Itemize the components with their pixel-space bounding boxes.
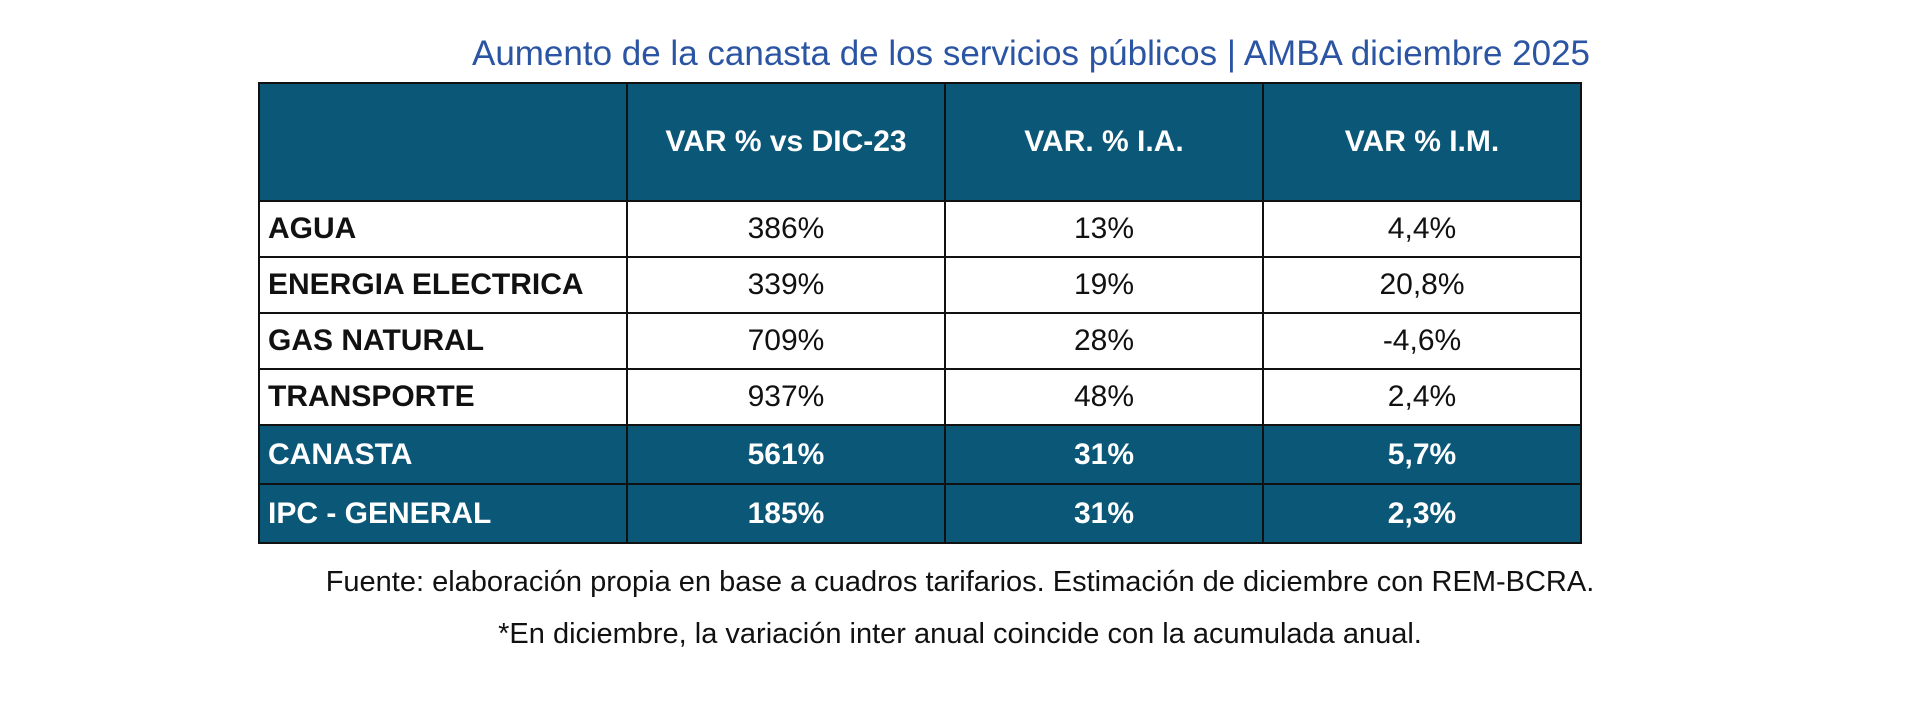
cell-value: 386% (626, 200, 946, 258)
row-label: GAS NATURAL (258, 312, 628, 370)
cell-value: 13% (944, 200, 1264, 258)
table-row: TRANSPORTE 937% 48% 2,4% (258, 368, 1582, 426)
cell-value: 937% (626, 368, 946, 426)
footnote: *En diciembre, la variación inter anual … (498, 618, 1422, 650)
source-note: Fuente: elaboración propia en base a cua… (325, 566, 1595, 598)
title: Aumento de la canasta de los servicios p… (471, 34, 1591, 73)
cell-value: 20,8% (1262, 256, 1582, 314)
table-body: AGUA 386% 13% 4,4% ENERGIA ELECTRICA 339% 19% 2… (258, 200, 1582, 544)
data-table: VAR % vs DIC-23 VAR. % I.A. VAR % I.M. AGU… (258, 82, 1582, 544)
cell-value: -4,6% (1262, 312, 1582, 370)
cell-value: 48% (944, 368, 1264, 426)
column-header: VAR % vs DIC-23 (626, 82, 946, 202)
table-row: ENERGIA ELECTRICA 339% 19% 20,8% (258, 256, 1582, 314)
table-row: GAS NATURAL 709% 28% -4,6% (258, 312, 1582, 370)
column-header: VAR. % I.A. (944, 82, 1264, 202)
row-label: CANASTA (258, 424, 628, 485)
row-label: ENERGIA ELECTRICA (258, 256, 628, 314)
cell-value: 709% (626, 312, 946, 370)
header-cell (258, 82, 628, 202)
cell-value: 19% (944, 256, 1264, 314)
row-label: IPC - GENERAL (258, 483, 628, 544)
table-row: IPC - GENERAL 185% 31% 2,3% (258, 483, 1582, 544)
cell-value: 31% (944, 424, 1264, 485)
row-label: TRANSPORTE (258, 368, 628, 426)
cell-value: 5,7% (1262, 424, 1582, 485)
cell-value: 28% (944, 312, 1264, 370)
cell-value: 2,4% (1262, 368, 1582, 426)
cell-value: 339% (626, 256, 946, 314)
cell-value: 561% (626, 424, 946, 485)
table-row: AGUA 386% 13% 4,4% (258, 200, 1582, 258)
cell-value: 4,4% (1262, 200, 1582, 258)
header-row: VAR % vs DIC-23 VAR. % I.A. VAR % I.M. (258, 82, 1582, 202)
cell-value: 185% (626, 483, 946, 544)
row-label: AGUA (258, 200, 628, 258)
cell-value: 31% (944, 483, 1264, 544)
table-row: CANASTA 561% 31% 5,7% (258, 424, 1582, 485)
column-header: VAR % I.M. (1262, 82, 1582, 202)
cell-value: 2,3% (1262, 483, 1582, 544)
